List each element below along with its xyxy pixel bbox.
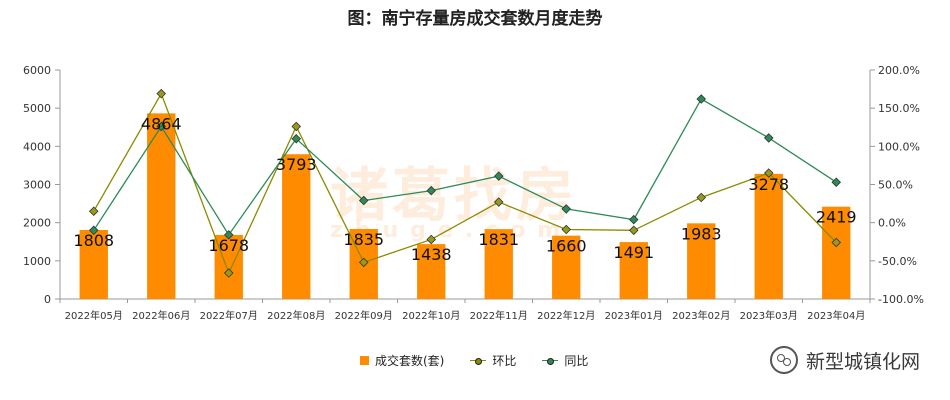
bar — [417, 244, 446, 299]
x-tick-label: 2023年04月 — [807, 309, 865, 322]
x-tick-label: 2023年01月 — [605, 309, 663, 322]
point-yoy — [156, 121, 167, 132]
bar-data-label: 1438 — [411, 245, 452, 264]
right-tick-label: 50.0% — [878, 179, 913, 192]
point-yoy — [493, 171, 504, 181]
bar — [619, 242, 648, 299]
legend: 成交套数(套) 环比 同比 — [360, 352, 588, 369]
left-tick-label: 0 — [44, 293, 51, 306]
x-tick-label: 2022年08月 — [267, 309, 325, 322]
x-tick-label: 2022年11月 — [470, 309, 528, 322]
bar — [687, 223, 716, 299]
x-tick-label: 2022年06月 — [132, 309, 190, 322]
legend-label-mom: 环比 — [492, 354, 517, 368]
left-tick-label: 1000 — [23, 255, 51, 268]
legend-label-bars: 成交套数(套) — [375, 354, 445, 368]
chart-title: 图：南宁存量房成交套数月度走势 — [347, 9, 603, 29]
x-tick-label: 2022年05月 — [65, 309, 123, 322]
point-mom — [696, 192, 707, 203]
point-mom — [223, 268, 234, 278]
line-yoy — [93, 98, 837, 237]
legend-entry-bars: 成交套数(套) — [360, 352, 444, 369]
bar — [147, 113, 176, 299]
point-yoy — [561, 204, 572, 214]
point-yoy — [291, 133, 302, 144]
right-tick-label: 150.0% — [878, 102, 920, 115]
point-mom — [88, 206, 99, 216]
bar-data-label: 4864 — [141, 114, 182, 133]
bar-data-label: 1983 — [681, 224, 722, 243]
left-tick-label: 3000 — [23, 179, 51, 192]
point-yoy — [223, 230, 234, 240]
point-mom — [561, 224, 572, 235]
bar — [552, 235, 581, 299]
bar-data-label: 1660 — [546, 237, 587, 256]
left-tick-label: 4000 — [23, 140, 51, 153]
line-mom — [93, 92, 837, 275]
right-tick-label: -50.0% — [878, 255, 917, 268]
right-tick-label: 200.0% — [878, 64, 920, 77]
point-mom — [156, 88, 167, 99]
x-tick-label: 2023年03月 — [740, 309, 798, 322]
x-tick-label: 2022年12月 — [537, 309, 595, 322]
right-tick-label: -100.0% — [878, 293, 924, 306]
bar — [282, 154, 311, 299]
point-yoy — [88, 225, 99, 236]
point-mom — [763, 168, 774, 178]
legend-label-yoy: 同比 — [564, 354, 589, 368]
right-tick-label: 0.0% — [878, 217, 906, 230]
bar — [822, 206, 851, 299]
bar — [214, 234, 243, 299]
point-yoy — [358, 195, 369, 206]
bar-data-label: 1491 — [613, 243, 654, 262]
legend-entry-mom: 环比 — [470, 352, 516, 369]
source-badge: 新型城镇化网 — [769, 346, 920, 374]
point-mom — [628, 225, 639, 236]
wechat-icon — [769, 346, 798, 374]
legend-swatch-bars — [360, 356, 369, 365]
bar-data-label: 3278 — [748, 175, 789, 194]
right-tick-label: 100.0% — [878, 140, 920, 153]
legend-entry-yoy: 同比 — [542, 352, 588, 369]
point-mom — [291, 121, 302, 132]
point-yoy — [763, 133, 774, 143]
point-mom — [493, 197, 504, 207]
bar-data-label: 1835 — [343, 230, 384, 249]
point-mom — [426, 234, 437, 245]
point-yoy — [426, 185, 437, 196]
left-tick-label: 2000 — [23, 217, 51, 230]
bar — [484, 229, 513, 299]
x-tick-label: 2023年02月 — [672, 309, 730, 322]
source-label: 新型城镇化网 — [805, 350, 920, 373]
left-tick-label: 5000 — [23, 102, 51, 115]
bar-data-label: 1831 — [478, 230, 519, 249]
legend-swatch-yoy — [542, 356, 559, 366]
bar-data-label: 3793 — [276, 155, 317, 174]
x-tick-label: 2022年10月 — [402, 309, 460, 322]
bar-data-label: 1808 — [73, 231, 114, 250]
x-tick-label: 2022年07月 — [200, 309, 258, 322]
point-yoy — [628, 214, 639, 225]
point-yoy — [696, 94, 707, 104]
bar — [79, 229, 108, 299]
point-yoy — [831, 177, 842, 187]
legend-swatch-mom — [470, 356, 487, 366]
point-mom — [358, 257, 369, 268]
point-mom — [831, 237, 842, 248]
bar-data-label: 2419 — [816, 208, 857, 227]
left-tick-label: 6000 — [23, 64, 51, 77]
bar-data-label: 1678 — [208, 236, 249, 255]
bar — [754, 173, 783, 299]
x-tick-label: 2022年09月 — [335, 309, 393, 322]
